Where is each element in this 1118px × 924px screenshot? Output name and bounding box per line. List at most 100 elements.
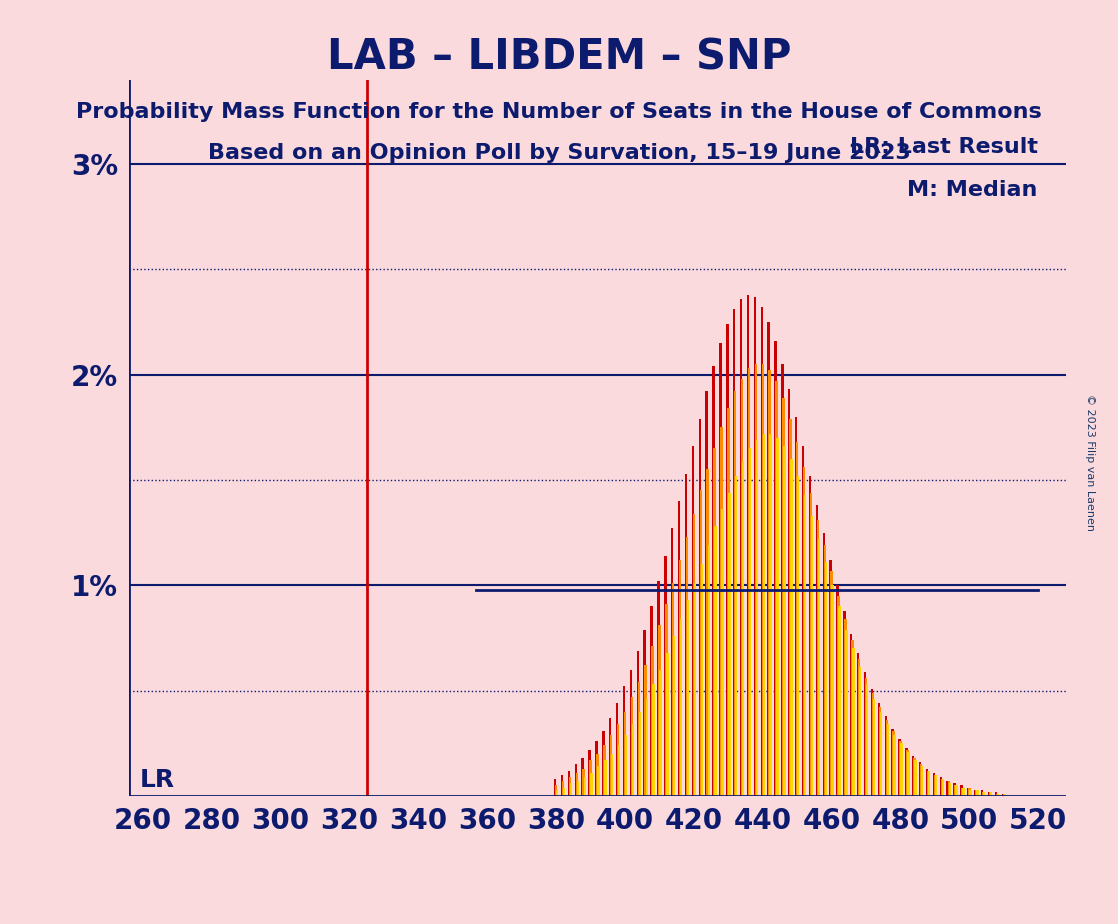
Bar [775, 341, 777, 796]
Bar [582, 769, 585, 796]
Bar [858, 652, 860, 796]
Bar [581, 758, 584, 796]
Bar [838, 606, 841, 796]
Bar [879, 708, 881, 796]
Bar [988, 792, 992, 796]
Bar [899, 741, 902, 796]
Bar [616, 703, 618, 796]
Bar [749, 448, 751, 796]
Bar [948, 784, 951, 796]
Bar [625, 735, 627, 796]
Bar [748, 369, 750, 796]
Bar [604, 760, 607, 796]
Bar [636, 650, 639, 796]
Bar [885, 720, 888, 796]
Bar [1002, 794, 1004, 796]
Bar [873, 699, 875, 796]
Bar [740, 298, 742, 796]
Bar [808, 476, 812, 796]
Bar [721, 509, 723, 796]
Bar [783, 398, 785, 796]
Bar [672, 583, 674, 796]
Bar [932, 772, 935, 796]
Bar [880, 711, 882, 796]
Bar [680, 619, 682, 796]
Bar [845, 629, 847, 796]
Bar [900, 743, 902, 796]
Bar [878, 703, 880, 796]
Bar [603, 731, 605, 796]
Bar [784, 446, 786, 796]
Bar [844, 619, 846, 796]
Bar [652, 647, 654, 796]
Bar [735, 476, 738, 796]
Bar [679, 560, 681, 796]
Bar [795, 417, 797, 796]
Bar [832, 585, 834, 796]
Bar [995, 792, 997, 796]
Bar [742, 461, 745, 796]
Bar [913, 758, 916, 796]
Bar [809, 492, 812, 796]
Bar [898, 739, 901, 796]
Bar [588, 749, 590, 796]
Bar [623, 687, 625, 796]
Bar [700, 491, 702, 796]
Bar [609, 718, 612, 796]
Bar [956, 785, 958, 796]
Bar [603, 746, 606, 796]
Bar [824, 545, 826, 796]
Bar [980, 790, 984, 796]
Text: © 2023 Filip van Laenen: © 2023 Filip van Laenen [1086, 394, 1095, 530]
Bar [754, 297, 756, 796]
Text: Based on an Opinion Poll by Survation, 15–19 June 2023: Based on an Opinion Poll by Survation, 1… [208, 143, 910, 164]
Bar [562, 781, 565, 796]
Bar [733, 310, 736, 796]
Bar [974, 790, 976, 796]
Bar [954, 784, 956, 796]
Bar [693, 514, 695, 796]
Bar [657, 581, 660, 796]
Bar [843, 611, 845, 796]
Bar [976, 790, 978, 796]
Bar [768, 371, 771, 796]
Bar [960, 785, 963, 796]
Bar [893, 735, 896, 796]
Bar [671, 529, 673, 796]
Bar [720, 427, 722, 796]
Bar [996, 794, 998, 796]
Bar [804, 494, 806, 796]
Bar [713, 448, 716, 796]
Bar [912, 756, 915, 796]
Bar [610, 735, 613, 796]
Bar [597, 767, 599, 796]
Bar [556, 790, 558, 796]
Bar [891, 728, 893, 796]
Bar [617, 724, 619, 796]
Bar [577, 781, 579, 796]
Bar [788, 389, 790, 796]
Bar [705, 392, 708, 796]
Bar [884, 716, 887, 796]
Bar [940, 779, 944, 796]
Bar [776, 438, 779, 796]
Bar [712, 366, 714, 796]
Text: LR: Last Result: LR: Last Result [850, 137, 1038, 157]
Bar [570, 784, 572, 796]
Bar [907, 749, 909, 796]
Bar [776, 381, 778, 796]
Bar [590, 772, 593, 796]
Bar [762, 433, 765, 796]
Bar [915, 760, 917, 796]
Bar [701, 565, 703, 796]
Bar [919, 762, 921, 796]
Bar [816, 505, 818, 796]
Bar [935, 775, 937, 796]
Bar [553, 779, 557, 796]
Bar [928, 771, 930, 796]
Bar [927, 771, 929, 796]
Bar [997, 794, 999, 796]
Bar [967, 787, 969, 796]
Bar [871, 688, 873, 796]
Text: M: Median: M: Median [908, 180, 1038, 200]
